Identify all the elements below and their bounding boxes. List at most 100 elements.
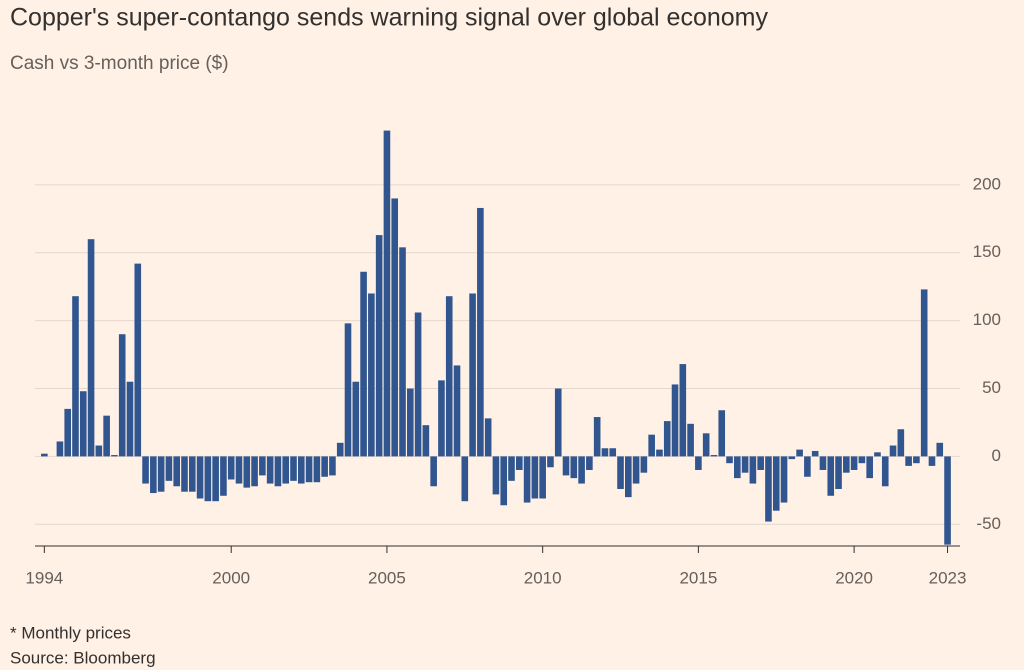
bar <box>266 456 274 484</box>
bar <box>383 130 391 457</box>
bar <box>508 456 515 481</box>
bar <box>835 456 842 489</box>
bar <box>95 445 103 457</box>
bar <box>453 365 461 457</box>
bar <box>617 456 624 489</box>
bar <box>531 456 539 499</box>
bar <box>305 456 313 483</box>
bar <box>157 456 165 492</box>
bar <box>843 456 850 473</box>
bar <box>905 456 912 466</box>
bar <box>375 235 383 457</box>
bar <box>282 456 290 484</box>
bar <box>243 456 251 488</box>
bar <box>928 456 936 466</box>
bar <box>913 456 920 464</box>
bar <box>811 450 819 457</box>
x-tick-label: 2015 <box>679 568 717 587</box>
bar <box>881 456 889 487</box>
bar <box>772 456 780 511</box>
bar <box>142 456 149 484</box>
bar <box>850 456 858 470</box>
bar <box>165 456 173 481</box>
bar <box>726 456 733 464</box>
bar <box>118 334 126 457</box>
bar <box>889 445 897 457</box>
bar <box>920 289 928 457</box>
bar <box>663 421 671 457</box>
chart-subtitle: Cash vs 3-month price ($) <box>10 53 229 74</box>
bar <box>492 456 500 495</box>
bar <box>321 456 328 477</box>
bar <box>368 293 375 457</box>
bar <box>936 442 944 457</box>
bar <box>687 423 694 457</box>
bar <box>461 456 469 502</box>
bar <box>336 442 344 457</box>
bar <box>150 456 157 494</box>
bar <box>640 456 648 473</box>
bar <box>632 456 640 484</box>
bar <box>866 456 873 479</box>
bar <box>671 384 679 457</box>
y-tick-label: 0 <box>992 446 1001 465</box>
bar <box>874 452 881 457</box>
bar <box>126 381 134 457</box>
bar <box>484 418 492 457</box>
bar <box>259 456 266 476</box>
bar <box>500 456 508 506</box>
bar <box>648 434 655 457</box>
bar <box>523 456 531 503</box>
bar <box>593 417 601 457</box>
bar <box>352 381 360 457</box>
bar <box>469 293 476 457</box>
bar <box>406 388 414 457</box>
x-tick-label: 2020 <box>835 568 873 587</box>
bar <box>235 456 243 484</box>
y-tick-label: 150 <box>973 242 1001 261</box>
bar <box>601 448 609 457</box>
x-tick-label: 2023 <box>929 568 967 587</box>
bar <box>79 391 87 457</box>
x-tick-label: 2010 <box>524 568 562 587</box>
bar <box>360 271 367 457</box>
bar <box>625 456 632 498</box>
bar <box>788 456 796 460</box>
y-tick-label: 50 <box>982 378 1001 397</box>
bar <box>134 263 142 457</box>
bar <box>578 456 585 484</box>
bar <box>87 239 95 457</box>
bar <box>64 408 72 457</box>
bar <box>297 456 305 484</box>
bar <box>586 456 593 470</box>
bar <box>438 380 445 457</box>
bar <box>695 456 702 470</box>
bar <box>796 449 803 457</box>
bar <box>547 456 554 468</box>
bar <box>212 456 219 502</box>
bar <box>562 456 570 476</box>
bar <box>710 455 718 457</box>
bar <box>554 388 562 457</box>
bar <box>477 207 484 457</box>
x-tick-label: 2005 <box>368 568 406 587</box>
bar <box>313 456 321 483</box>
bar <box>539 456 546 499</box>
x-tick-label: 1994 <box>25 568 63 587</box>
bar <box>570 456 578 479</box>
bar <box>827 456 835 496</box>
bar <box>188 456 196 492</box>
bar <box>656 449 663 457</box>
bar <box>204 456 212 502</box>
bar <box>227 456 235 480</box>
bar <box>111 455 118 457</box>
chart-title: Copper's super-contango sends warning si… <box>10 4 768 32</box>
bar <box>56 441 64 457</box>
bar <box>173 456 181 487</box>
bar <box>399 247 406 457</box>
bar <box>422 425 430 457</box>
bar <box>702 433 710 457</box>
bar <box>516 456 523 470</box>
bar <box>858 456 866 464</box>
